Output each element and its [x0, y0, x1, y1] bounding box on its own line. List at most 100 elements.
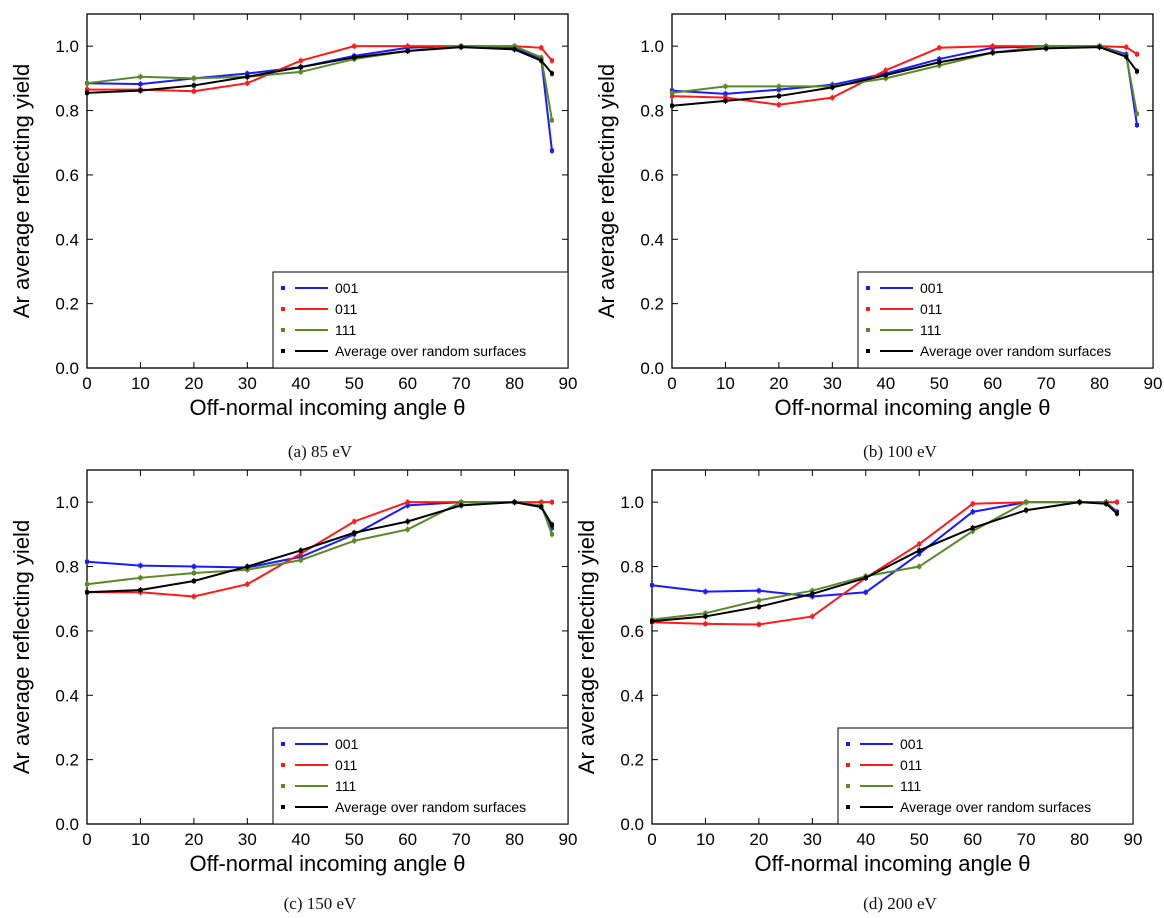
x-tick-label: 30: [238, 374, 257, 393]
legend-label-111: 111: [335, 778, 356, 794]
legend-label-001: 001: [335, 280, 359, 296]
y-tick-label: 0.4: [55, 230, 79, 249]
data-point-111: [298, 69, 303, 74]
data-point-avg: [810, 591, 815, 596]
y-tick-label: 0.2: [640, 295, 664, 314]
panel-caption: (d) 200 eV: [863, 894, 937, 913]
data-point-001: [138, 563, 143, 568]
data-point-111: [917, 564, 922, 569]
data-point-001: [85, 559, 89, 564]
x-tick-label: 40: [291, 830, 310, 849]
data-point-111: [85, 582, 89, 587]
data-point-avg: [298, 548, 303, 553]
data-point-avg: [670, 103, 674, 108]
data-point-avg: [539, 58, 544, 63]
y-axis-title: Ar average reflecting yield: [574, 520, 599, 774]
legend-marker-001: [281, 742, 285, 746]
series-line-001: [86, 501, 553, 569]
data-point-011: [883, 68, 888, 73]
x-tick-label: 90: [559, 830, 578, 849]
data-point-001: [650, 583, 654, 588]
data-point-011: [85, 87, 89, 92]
x-tick-label: 70: [1017, 830, 1036, 849]
legend-label-111: 111: [920, 322, 941, 338]
y-tick-label: 0.4: [55, 686, 79, 705]
legend-marker-011: [281, 307, 285, 311]
x-tick-label: 50: [930, 374, 949, 393]
data-point-011: [245, 582, 250, 587]
legend-marker-111: [281, 784, 285, 788]
y-tick-label: 0.2: [620, 751, 644, 770]
legend-label-111: 111: [900, 778, 921, 794]
legend-label-011: 011: [335, 301, 358, 317]
x-tick-label: 80: [505, 374, 524, 393]
series-line-011: [651, 501, 1117, 626]
x-tick-label: 50: [345, 374, 364, 393]
series-line-avg: [651, 501, 1118, 623]
x-tick-label: 40: [291, 374, 310, 393]
data-point-avg: [776, 94, 781, 99]
data-point-001: [298, 554, 303, 559]
data-point-111: [512, 44, 517, 49]
data-point-001: [549, 148, 554, 153]
x-tick-label: 20: [749, 830, 768, 849]
legend-marker-011: [281, 763, 285, 767]
data-point-011: [1134, 52, 1139, 57]
series-line-001: [651, 501, 1118, 598]
data-point-111: [405, 527, 410, 532]
data-point-011: [756, 622, 761, 627]
data-point-avg: [539, 505, 544, 510]
data-point-avg: [512, 47, 517, 52]
data-point-011: [191, 594, 196, 599]
legend-marker-111: [281, 328, 285, 332]
y-tick-label: 0.0: [55, 359, 79, 378]
series-line-111: [651, 501, 1118, 621]
legend-marker-avg: [866, 349, 870, 353]
data-point-avg: [756, 604, 761, 609]
data-point-111: [138, 575, 143, 580]
x-tick-label: 20: [184, 374, 203, 393]
x-tick-label: 90: [1124, 830, 1143, 849]
data-point-011: [549, 58, 554, 63]
x-tick-label: 10: [696, 830, 715, 849]
x-axis-title: Off-normal incoming angle θ: [775, 395, 1051, 420]
data-point-111: [703, 611, 708, 616]
y-tick-label: 0.4: [640, 230, 664, 249]
data-point-011: [937, 45, 942, 50]
data-point-avg: [352, 55, 357, 60]
data-point-111: [549, 118, 554, 123]
data-point-avg: [298, 65, 303, 70]
series-line-111: [671, 45, 1138, 114]
data-point-111: [459, 500, 464, 505]
x-tick-label: 80: [505, 830, 524, 849]
legend-label-001: 001: [920, 280, 944, 296]
y-tick-label: 0.8: [55, 102, 79, 121]
data-point-011: [830, 95, 835, 100]
y-tick-label: 0.2: [55, 751, 79, 770]
legend-label-avg: Average over random surfaces: [900, 799, 1091, 815]
data-point-avg: [138, 88, 143, 93]
series-line-avg: [86, 46, 553, 94]
y-axis-title: Ar average reflecting yield: [594, 64, 619, 318]
legend-label-avg: Average over random surfaces: [920, 343, 1111, 359]
panel-caption: (a) 85 eV: [288, 442, 353, 461]
series-line-011: [671, 45, 1138, 106]
data-point-avg: [703, 614, 708, 619]
data-point-avg: [245, 74, 250, 79]
data-point-111: [191, 570, 196, 575]
x-axis-title: Off-normal incoming angle θ: [755, 851, 1031, 876]
data-point-011: [917, 542, 922, 547]
data-point-avg: [191, 83, 196, 88]
x-tick-label: 90: [1144, 374, 1163, 393]
y-tick-label: 0.8: [640, 102, 664, 121]
series-line-avg: [671, 46, 1138, 107]
chart-panel-2: 0 10 20 30 40 50 60 70 80 90 0.0 0.2 0.4 0.6 0.8 1.0 Off…: [594, 13, 1163, 461]
data-point-avg: [459, 45, 464, 50]
x-tick-label: 30: [823, 374, 842, 393]
y-tick-label: 0.6: [620, 622, 644, 641]
data-point-001: [405, 503, 410, 508]
data-point-111: [670, 90, 674, 95]
data-point-111: [723, 84, 728, 89]
data-point-011: [1124, 45, 1129, 50]
data-point-avg: [1077, 500, 1082, 505]
